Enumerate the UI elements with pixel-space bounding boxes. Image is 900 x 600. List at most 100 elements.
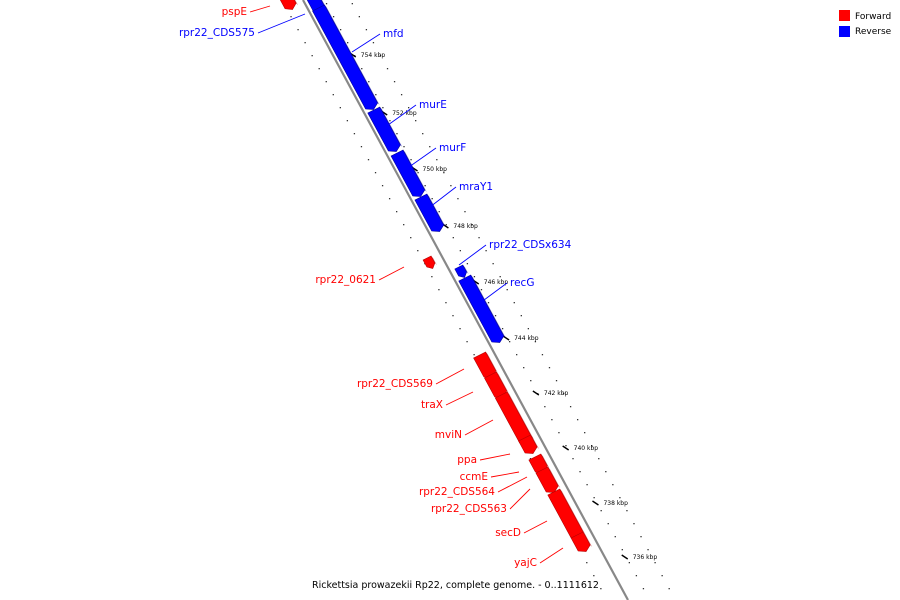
track-dot — [661, 575, 663, 577]
gene-label-mure[interactable]: murE — [419, 99, 447, 111]
track-dot — [379, 55, 382, 57]
track-dot — [534, 341, 537, 343]
gene-feature-pspe[interactable] — [274, 0, 297, 10]
track-dot — [572, 458, 574, 460]
leader-line-pspe — [249, 5, 271, 13]
track-dot — [297, 29, 299, 31]
gene-label-ppa[interactable]: ppa — [457, 454, 477, 466]
gene-feature-rpr22-cdsx634[interactable] — [454, 264, 467, 278]
track-dot — [396, 133, 398, 135]
track-dot — [445, 224, 447, 226]
track-dot — [466, 263, 469, 265]
gene-feature-shade — [431, 256, 437, 265]
gene-feature-rpr22-0621[interactable] — [422, 255, 436, 269]
gene-label-rpr22-cdsx634[interactable]: rpr22_CDSx634 — [489, 239, 572, 251]
track-dot — [501, 328, 504, 330]
gene-label-trax[interactable]: traX — [421, 399, 443, 411]
gene-feature-mure[interactable] — [367, 106, 401, 152]
track-dot — [443, 172, 445, 174]
leader-line-mfd — [351, 33, 381, 53]
track-dot — [417, 250, 419, 252]
track-dot — [478, 237, 480, 239]
gene-label-yajc[interactable]: yajC — [514, 557, 537, 569]
track-dot — [381, 185, 384, 187]
leader-line-trax — [445, 391, 474, 406]
gene-label-recg[interactable]: recG — [510, 277, 534, 289]
track-dot — [605, 471, 607, 473]
track-dot — [445, 302, 447, 304]
gene-feature-rpr22-cds564[interactable] — [535, 466, 559, 493]
legend: Forward Reverse — [839, 10, 892, 37]
gene-feature-mfd[interactable] — [312, 4, 378, 110]
track-dot — [438, 211, 440, 213]
gene-feature-mray1[interactable] — [414, 193, 445, 232]
gene-label-rpr22-cds569[interactable]: rpr22_CDS569 — [357, 378, 433, 390]
track-dot — [628, 562, 630, 564]
track-dot — [389, 120, 391, 122]
tick-label: 738 kbp — [603, 500, 628, 507]
leader-line-rpr22-cds569 — [435, 368, 465, 385]
gene-label-rpr22-cds575[interactable]: rpr22_CDS575 — [179, 27, 255, 39]
track-dot — [367, 159, 370, 161]
track-dot — [555, 380, 558, 382]
gene-feature-shade — [507, 392, 534, 439]
gene-label-rpr22-0621[interactable]: rpr22_0621 — [315, 274, 376, 286]
gene-feature-secd[interactable] — [547, 488, 584, 539]
gene-label-ccme[interactable]: ccmE — [460, 471, 488, 483]
gene-feature-yajc[interactable] — [570, 531, 591, 552]
track-dot — [614, 536, 616, 538]
gene-label-rpr22-cds563[interactable]: rpr22_CDS563 — [431, 503, 507, 515]
track-dot — [473, 276, 476, 278]
track-dot — [464, 211, 466, 213]
track-dot — [494, 315, 497, 317]
track-dot — [311, 55, 313, 57]
legend-reverse-label: Reverse — [855, 27, 892, 37]
genome-backbone — [302, 0, 629, 600]
tick-label: 748 kbp — [453, 223, 478, 230]
leader-line-secd — [523, 520, 548, 534]
gene-feature-shade — [530, 435, 540, 449]
gene-label-mvin[interactable]: mviN — [435, 429, 462, 441]
leader-line-murf — [408, 147, 437, 168]
track-dot — [424, 185, 426, 187]
track-dot — [304, 42, 306, 44]
gene-feature-shade — [324, 5, 380, 105]
track-dot — [508, 341, 511, 343]
track-dot — [506, 289, 508, 291]
tick-label: 744 kbp — [514, 335, 539, 342]
track-dot — [429, 146, 431, 148]
track-dot — [457, 198, 459, 200]
gene-label-secd[interactable]: secD — [495, 527, 521, 539]
gene-feature-murf[interactable] — [390, 149, 426, 197]
track-dot — [579, 471, 581, 473]
gene-feature-ppa[interactable] — [518, 434, 538, 454]
gene-label-mfd[interactable]: mfd — [383, 28, 404, 40]
gene-feature-recg[interactable] — [458, 274, 505, 343]
track-dot — [586, 484, 588, 486]
track-dot — [513, 302, 515, 304]
track-dot — [388, 198, 391, 200]
gene-feature-mvin[interactable] — [494, 391, 533, 444]
gene-label-mray1[interactable]: mraY1 — [459, 181, 493, 193]
track-dot — [471, 224, 473, 226]
track-dot — [621, 549, 623, 551]
leader-line-ppa — [479, 453, 511, 461]
track-dot — [365, 29, 368, 31]
legend-reverse: Reverse — [839, 26, 892, 37]
gene-feature-shade — [294, 0, 299, 6]
gene-feature-shade — [470, 275, 506, 338]
gene-label-pspe[interactable]: pspE — [222, 6, 247, 18]
gene-label-rpr22-cds564[interactable]: rpr22_CDS564 — [419, 486, 495, 498]
tick-mark — [592, 500, 599, 506]
track-dot — [415, 120, 417, 122]
track-dot — [541, 354, 544, 356]
track-dot — [647, 549, 649, 551]
track-dot — [325, 3, 328, 5]
track-dot — [516, 354, 518, 356]
leader-line-rpr22-cds575 — [257, 13, 306, 34]
gene-label-murf[interactable]: murF — [439, 142, 466, 154]
track-dot — [668, 588, 670, 590]
track-dot — [431, 276, 433, 278]
tick-label: 742 kbp — [544, 390, 569, 397]
